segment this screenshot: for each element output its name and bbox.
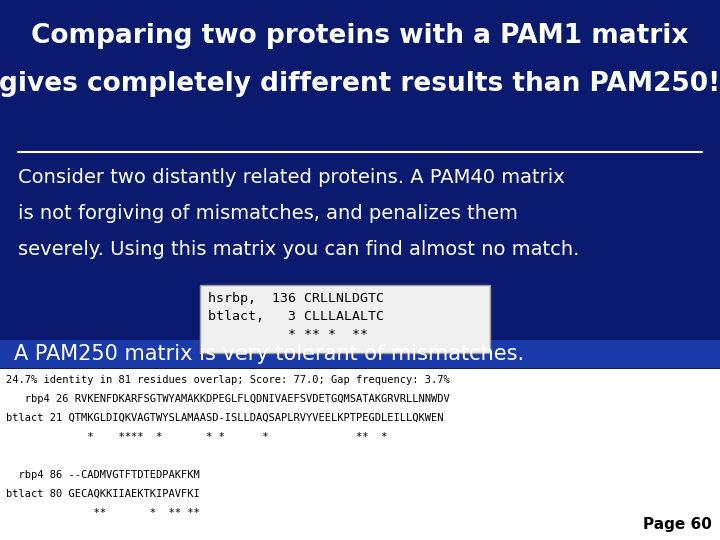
Bar	[200, 285, 490, 353]
Text: *    ****  *       * *      *              **  *: * **** * * * * ** *	[6, 432, 387, 442]
Bar	[0, 340, 720, 368]
Text: Consider two distantly related proteins. A PAM40 matrix: Consider two distantly related proteins.…	[18, 168, 564, 187]
Text: btlact,   3 CLLLALALTC: btlact, 3 CLLLALALTC	[208, 310, 384, 323]
Text: Comparing two proteins with a PAM1 matrix: Comparing two proteins with a PAM1 matri…	[31, 23, 689, 49]
Text: **       *  ** **: ** * ** **	[6, 508, 199, 518]
Text: is not forgiving of mismatches, and penalizes them: is not forgiving of mismatches, and pena…	[18, 204, 518, 223]
Text: severely. Using this matrix you can find almost no match.: severely. Using this matrix you can find…	[18, 240, 580, 259]
Text: hsrbp,  136 CRLLNLDGTC: hsrbp, 136 CRLLNLDGTC	[208, 292, 384, 305]
Text: gives completely different results than PAM250!: gives completely different results than …	[0, 71, 720, 97]
Text: 24.7% identity in 81 residues overlap; Score: 77.0; Gap frequency: 3.7%: 24.7% identity in 81 residues overlap; S…	[6, 375, 450, 385]
Text: * ** *  **: * ** * **	[208, 328, 368, 341]
Text: rbp4 26 RVKENFDKARFSGTWYAMAKKDPEGLFLQDNIVAEFSVDETGQMSATAKGRVRLLNNWDV: rbp4 26 RVKENFDKARFSGTWYAMAKKDPEGLFLQDNI…	[6, 394, 450, 404]
Text: Page 60: Page 60	[643, 517, 712, 532]
Text: rbp4 86 --CADMVGTFTDTEDPAKFKM: rbp4 86 --CADMVGTFTDTEDPAKFKM	[6, 470, 199, 480]
Text: btlact 21 QTMKGLDIQKVAGTWYSLAMAASD-ISLLDAQSAPLRVYVEELKPTPEGDLEILLQKWEN: btlact 21 QTMKGLDIQKVAGTWYSLAMAASD-ISLLD…	[6, 413, 444, 423]
Bar	[0, 369, 720, 540]
Text: btlact 80 GECAQKKIIAEKTKIPAVFKI: btlact 80 GECAQKKIIAEKTKIPAVFKI	[6, 489, 199, 499]
Text: A PAM250 matrix is very tolerant of mismatches.: A PAM250 matrix is very tolerant of mism…	[14, 344, 524, 364]
